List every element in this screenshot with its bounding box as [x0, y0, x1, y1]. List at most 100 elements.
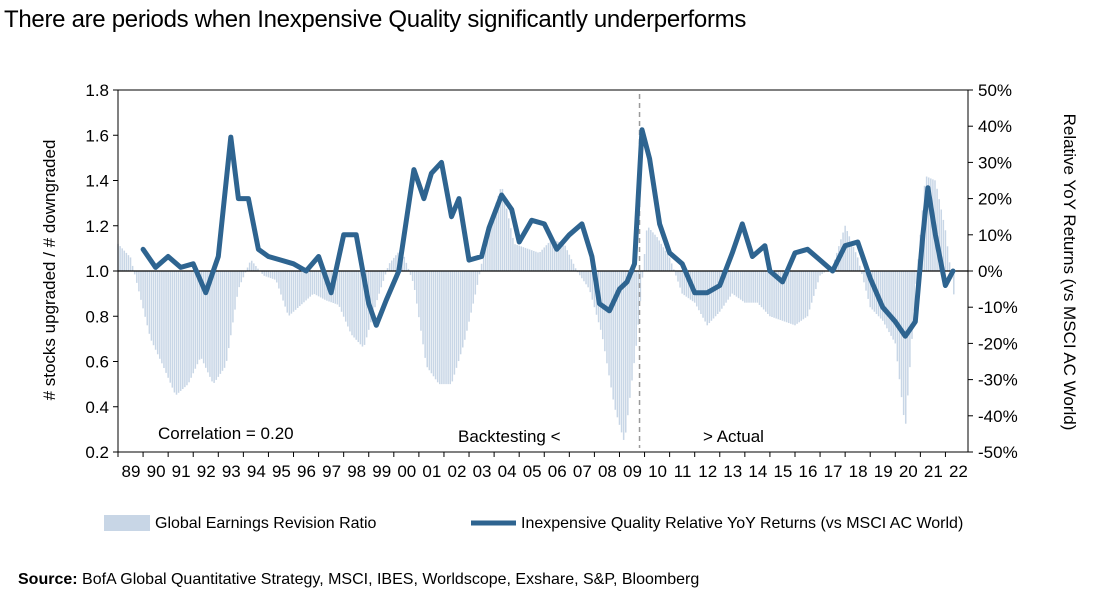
revision-bar [198, 271, 201, 360]
revision-bar [426, 271, 428, 368]
revision-bar [439, 271, 441, 385]
revision-bar [445, 271, 447, 385]
revision-bar [704, 271, 706, 322]
revision-bar [317, 271, 320, 297]
revision-bar [543, 247, 546, 271]
revision-bar [647, 227, 650, 271]
revision-bar [447, 271, 449, 385]
revision-bar [798, 271, 800, 323]
revision-bar [284, 271, 286, 307]
revision-bar [526, 248, 529, 271]
revision-bar [242, 271, 245, 278]
x-tick-label: 04 [498, 462, 517, 481]
revision-bar [257, 268, 259, 271]
revision-bar [299, 271, 301, 307]
revision-bar [221, 271, 224, 371]
revision-bar [940, 209, 943, 271]
revision-bar [539, 251, 541, 271]
revision-bar [572, 263, 575, 271]
x-tick-label: 08 [598, 462, 617, 481]
revision-bar [491, 216, 493, 271]
x-tick-label: 21 [924, 462, 943, 481]
revision-bar [706, 271, 708, 326]
revision-bar [236, 271, 238, 297]
x-tick-label: 00 [397, 462, 416, 481]
revision-bar [587, 271, 589, 288]
revision-bar [238, 271, 240, 288]
bar-series [117, 176, 955, 440]
revision-bar [547, 242, 550, 271]
revision-bar [748, 271, 750, 303]
revision-bar [884, 271, 886, 325]
x-tick-label: 93 [222, 462, 241, 481]
revision-bar [792, 271, 794, 325]
x-tick-label: 92 [197, 462, 216, 481]
revision-bar [622, 271, 625, 440]
legend: Global Earnings Revision Ratio Inexpensi… [104, 515, 963, 532]
revision-bar [253, 263, 255, 271]
revision-bar [190, 271, 192, 378]
x-tick-label: 89 [122, 462, 141, 481]
revision-bar [119, 246, 121, 271]
revision-bar [286, 271, 288, 313]
revision-bar [545, 245, 548, 271]
revision-bar [530, 250, 533, 271]
revision-bar [219, 271, 222, 374]
right-tick-label: -30% [978, 371, 1018, 390]
revision-bar [347, 271, 349, 327]
revision-bar [614, 271, 617, 410]
revision-bar [514, 244, 516, 271]
revision-bar [902, 271, 905, 416]
revision-bar [819, 271, 821, 276]
left-tick-label: 1.8 [85, 81, 109, 100]
revision-bar [453, 271, 456, 375]
revision-bar [244, 271, 247, 273]
revision-bar [568, 254, 571, 271]
x-tick-label: 94 [247, 462, 266, 481]
revision-bar [409, 271, 412, 275]
revision-bar [654, 234, 656, 271]
revision-bar [288, 271, 291, 316]
revision-bar [946, 246, 949, 271]
revision-bar [457, 271, 460, 362]
revision-bar [380, 271, 383, 288]
revision-bar [194, 271, 197, 369]
revision-bar [499, 189, 502, 271]
right-tick-label: -50% [978, 443, 1018, 462]
revision-bar [422, 271, 424, 345]
x-tick-label: 20 [899, 462, 918, 481]
revision-bar [813, 271, 815, 296]
revision-bar [650, 229, 652, 271]
revision-bar [411, 271, 414, 281]
revision-bar [859, 265, 861, 271]
revision-bar [501, 188, 504, 271]
revision-bar [413, 271, 416, 291]
revision-bar [240, 271, 243, 283]
revision-bar [727, 271, 729, 300]
revision-bar [196, 271, 199, 365]
revision-bar [685, 271, 688, 297]
revision-bar [261, 271, 263, 274]
backtesting-annotation: Backtesting < [458, 427, 561, 446]
revision-bar [524, 247, 527, 271]
revision-bar [179, 271, 182, 391]
x-tick-label: 15 [773, 462, 792, 481]
revision-bar [319, 271, 322, 298]
revision-bar [407, 268, 410, 271]
right-tick-label: -20% [978, 334, 1018, 353]
revision-bar [589, 271, 591, 293]
revision-bar [856, 257, 859, 271]
revision-bar [336, 271, 339, 305]
revision-bar [769, 271, 771, 317]
revision-bar [480, 263, 483, 271]
revision-bar [528, 249, 531, 271]
revision-bar [265, 271, 268, 277]
x-tick-label: 95 [272, 462, 291, 481]
revision-bar [209, 271, 211, 377]
revision-bar [645, 230, 648, 271]
revision-bar [712, 271, 715, 319]
revision-bar [911, 271, 913, 339]
revision-bar [570, 259, 573, 271]
revision-bar [150, 271, 153, 341]
revision-bar [863, 271, 865, 283]
